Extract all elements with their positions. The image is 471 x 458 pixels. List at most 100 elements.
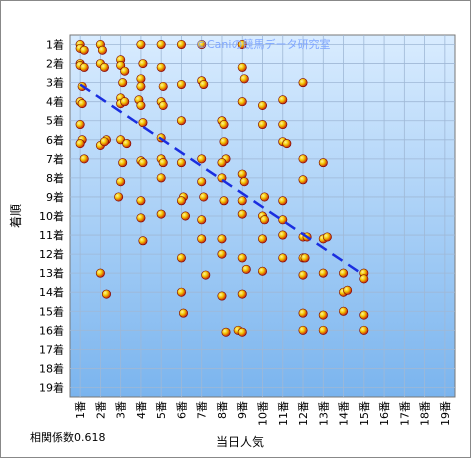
data-point <box>237 327 247 337</box>
data-point <box>257 100 267 110</box>
x-tick-label: 11番 <box>277 401 290 426</box>
x-tick-label: 17番 <box>398 401 411 426</box>
y-tick-label: 2着 <box>46 57 64 71</box>
data-point <box>138 158 148 168</box>
data-point <box>298 270 308 280</box>
data-point <box>75 139 85 149</box>
data-point <box>136 74 146 84</box>
y-tick-label: 13着 <box>39 266 64 280</box>
x-tick-label: 10番 <box>257 401 270 426</box>
y-tick-label: 12着 <box>39 247 64 261</box>
data-point <box>156 209 166 219</box>
data-point <box>158 158 168 168</box>
data-point <box>176 287 186 297</box>
x-tick-label: 1番 <box>74 401 87 419</box>
data-point <box>241 264 251 274</box>
data-point <box>156 173 166 183</box>
data-point <box>136 81 146 91</box>
data-point <box>298 325 308 335</box>
data-point <box>197 234 207 244</box>
y-tick-label: 11着 <box>39 228 64 242</box>
data-point <box>116 177 126 187</box>
data-point <box>118 78 128 88</box>
data-point <box>201 270 211 280</box>
data-point <box>278 120 288 130</box>
data-point <box>120 97 130 107</box>
y-tick-label: 10着 <box>39 209 64 223</box>
data-point <box>199 192 209 202</box>
data-point <box>282 139 292 149</box>
y-tick-label: 6着 <box>46 133 64 147</box>
x-tick-label: 16番 <box>378 401 391 426</box>
data-point <box>237 97 247 107</box>
data-point <box>298 308 308 318</box>
y-tick-label: 16着 <box>39 323 64 337</box>
data-point <box>176 116 186 126</box>
x-tick-label: 15番 <box>358 401 371 426</box>
data-point <box>318 268 328 278</box>
data-point <box>318 325 328 335</box>
data-point <box>257 120 267 130</box>
data-point <box>239 74 249 84</box>
data-point <box>278 95 288 105</box>
y-tick-label: 14着 <box>39 285 64 299</box>
data-point <box>359 310 369 320</box>
data-point <box>300 253 310 263</box>
y-tick-label: 17着 <box>39 342 64 356</box>
data-point <box>197 40 207 50</box>
x-tick-label: 12番 <box>297 401 310 426</box>
data-point <box>237 209 247 219</box>
data-point <box>219 196 229 206</box>
y-tick-labels: 1着 2着 3着 4着 5着 6着 7着 8着 9着 10着 11着 12着 13着 14着 15着 16着 1… <box>39 38 64 395</box>
data-point <box>221 327 231 337</box>
data-point <box>217 249 227 259</box>
data-point <box>257 266 267 276</box>
x-tick-label: 19番 <box>439 401 452 426</box>
data-point <box>217 291 227 301</box>
data-point <box>99 137 109 147</box>
data-point <box>318 310 328 320</box>
data-point <box>217 158 227 168</box>
data-point <box>176 80 186 90</box>
data-point <box>278 215 288 225</box>
data-point <box>158 100 168 110</box>
x-tick-label: 18番 <box>419 401 432 426</box>
y-tick-label: 8着 <box>46 171 64 185</box>
data-point <box>156 62 166 72</box>
data-point <box>197 177 207 187</box>
y-tick-label: 5着 <box>46 114 64 128</box>
data-point <box>298 154 308 164</box>
data-point <box>114 192 124 202</box>
data-point <box>359 325 369 335</box>
data-point <box>101 289 111 299</box>
data-point <box>136 40 146 50</box>
data-point <box>138 59 148 69</box>
data-point <box>322 232 332 242</box>
data-point <box>176 40 186 50</box>
data-point <box>237 253 247 263</box>
x-axis-label: 当日人気 <box>216 434 264 449</box>
x-tick-label: 6番 <box>175 401 188 419</box>
data-point <box>278 253 288 263</box>
data-point <box>199 80 209 90</box>
data-points <box>75 40 369 337</box>
data-point <box>278 230 288 240</box>
data-point <box>138 118 148 128</box>
x-tick-label: 8番 <box>216 401 229 419</box>
correlation-note: 相関係数0.618 <box>30 431 106 444</box>
data-point <box>197 154 207 164</box>
data-point <box>95 268 105 278</box>
data-point <box>79 62 89 72</box>
watermark-text: ©Caniの競馬データ研究室 <box>196 37 330 51</box>
data-point <box>237 196 247 206</box>
data-point <box>298 175 308 185</box>
x-tick-label: 4番 <box>135 401 148 419</box>
data-point <box>278 196 288 206</box>
x-tick-label: 14番 <box>338 401 351 426</box>
data-point <box>176 158 186 168</box>
y-tick-label: 15着 <box>39 304 64 318</box>
data-point <box>156 40 166 50</box>
y-tick-label: 9着 <box>46 190 64 204</box>
y-tick-label: 18着 <box>39 361 64 375</box>
data-point <box>176 196 186 206</box>
